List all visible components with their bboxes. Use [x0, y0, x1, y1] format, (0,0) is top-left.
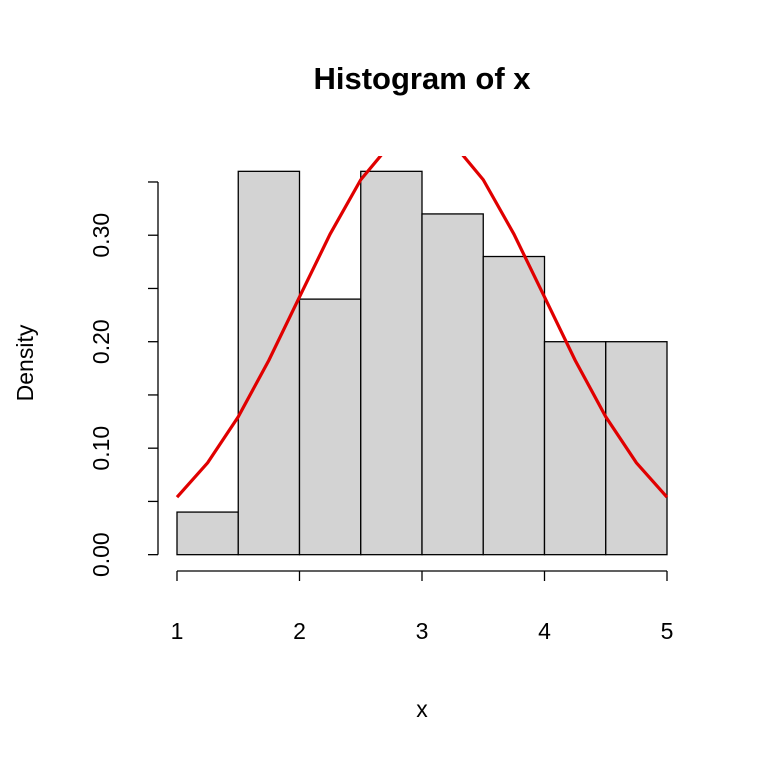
- bar: [176, 511, 239, 556]
- chart-title: Histogram of x: [313, 61, 531, 96]
- x-tick-label: 3: [416, 618, 429, 644]
- bar: [543, 341, 607, 556]
- density-curve: [175, 156, 669, 499]
- x-tick-label: 5: [661, 618, 674, 644]
- y-tick-label: 0.10: [88, 426, 114, 471]
- y-tick-label: 0.20: [88, 319, 114, 364]
- bar: [298, 298, 362, 556]
- x-axis-label: x: [416, 696, 428, 722]
- bar: [482, 255, 546, 556]
- y-axis-label: Density: [12, 324, 38, 401]
- x-tick-label: 1: [171, 618, 184, 644]
- x-tick-label: 2: [293, 618, 306, 644]
- bar: [421, 213, 484, 556]
- bar: [360, 170, 423, 556]
- y-tick-label: 0.00: [88, 532, 114, 577]
- bar: [605, 341, 668, 556]
- y-tick-label: 0.30: [88, 213, 114, 258]
- x-tick-label: 4: [538, 618, 551, 644]
